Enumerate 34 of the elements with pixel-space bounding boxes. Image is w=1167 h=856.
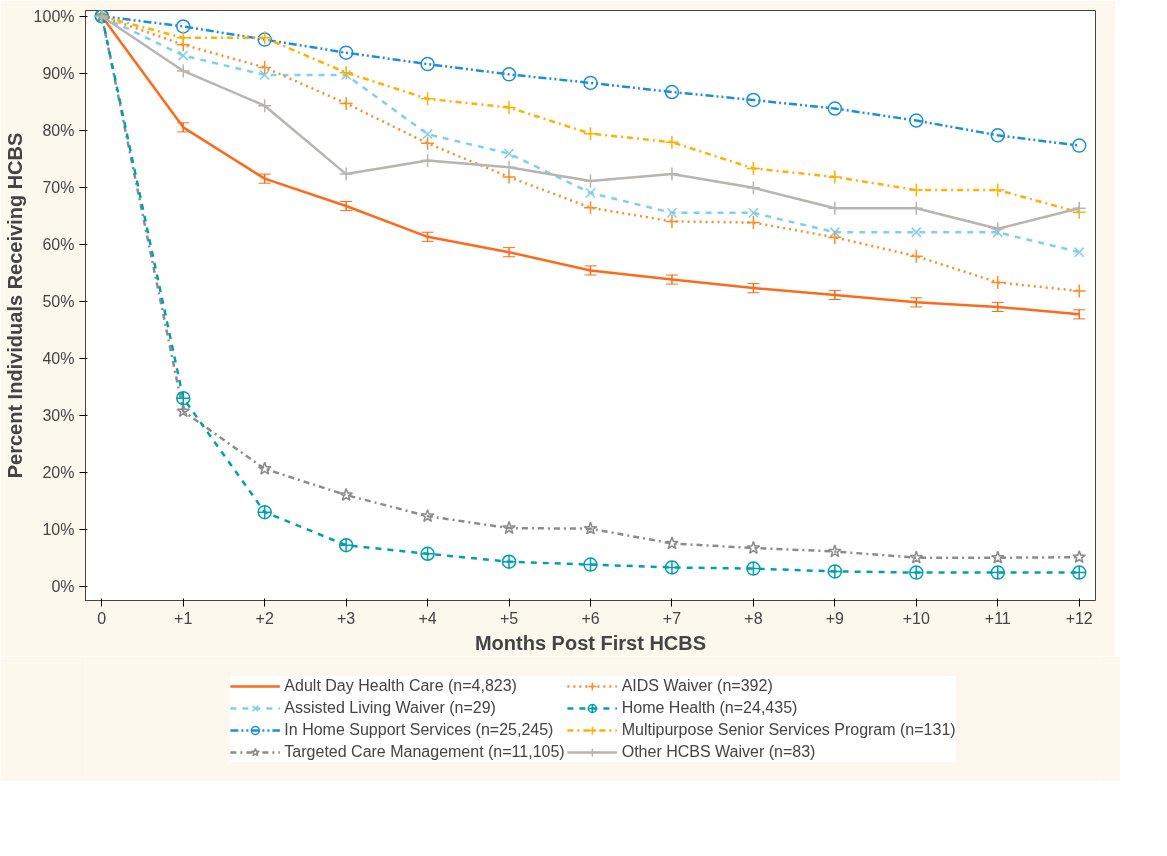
x-tick-label: +1 [174,609,193,627]
x-tick-label: +7 [662,609,682,627]
legend-label: In Home Support Services (n=25,245) [284,720,554,739]
y-tick-label: 100% [33,7,75,25]
x-tick-label: +2 [255,609,274,627]
x-tick-label: +5 [499,609,519,627]
x-tick-label: +12 [1065,609,1093,627]
x-tick-label: +8 [744,609,763,627]
y-tick-label: 10% [42,520,75,538]
x-tick-label: +9 [825,609,845,627]
legend-label: Multipurpose Senior Services Program (n=131) [621,720,956,739]
legend-label: AIDS Waiver (n=392) [621,676,773,695]
x-axis-title: Months Post First HCBS [474,631,707,654]
legend-label: Targeted Care Management (n=11,105) [284,742,565,761]
y-tick-label: 90% [42,64,75,82]
x-tick-label: +10 [902,609,930,627]
y-tick-label: 80% [42,121,75,139]
y-tick-label: 50% [42,292,75,310]
legend-label: Assisted Living Waiver (n=29) [284,698,496,717]
x-tick-label: +11 [984,609,1011,627]
y-axis-title: Percent Individuals Receiving HCBS [3,132,26,479]
x-tick-label: 0 [97,609,107,627]
y-tick-label: 40% [42,349,75,367]
x-tick-label: +4 [418,609,437,627]
y-tick-label: 60% [42,235,75,253]
y-tick-label: 30% [42,406,75,424]
x-tick-label: +6 [581,609,600,627]
x-tick-label: +3 [337,609,356,627]
y-tick-label: 70% [42,178,75,196]
legend-label: Other HCBS Waiver (n=83) [621,742,816,761]
legend-label: Home Health (n=24,435) [621,698,798,717]
legend-label: Adult Day Health Care (n=4,823) [284,676,517,695]
y-tick-label: 0% [51,577,75,595]
y-tick-label: 20% [42,463,75,481]
